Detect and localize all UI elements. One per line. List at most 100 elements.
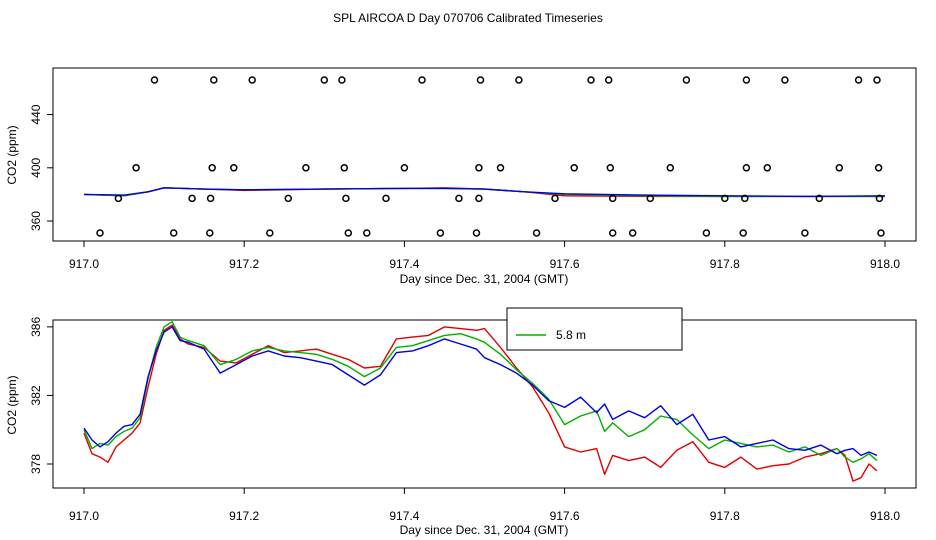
data-point [206,194,215,203]
data-point [266,229,274,237]
top-plot-area [83,76,886,237]
data-point [150,76,159,84]
x-tick-label: 917.0 [69,509,99,523]
data-point [132,164,140,172]
data-point [210,76,218,84]
data-point [604,76,613,84]
data-point [169,229,178,237]
top-plot-frame [52,67,917,242]
data-point [606,164,615,172]
series-line-red [83,324,878,482]
x-tick-label: 917.8 [710,509,740,523]
data-point [877,229,885,237]
bottom-panel: 917.0 917.2 917.4 917.6 917.8 918.0 378 382 386… [5,307,917,537]
y-tick-label: 400 [29,157,43,177]
data-point [741,194,749,203]
data-point [874,164,883,172]
data-point [815,194,824,203]
data-point [418,76,426,84]
x-tick-label: 917.2 [229,257,259,271]
y-tick-label: 440 [29,104,43,124]
x-tick-label: 917.2 [229,509,259,523]
x-tick-label: 917.4 [389,257,419,271]
data-point [455,194,463,203]
data-point [206,229,214,237]
data-point [96,229,104,237]
y-tick-label: 382 [29,385,43,405]
data-point [532,229,541,237]
data-point [646,194,655,203]
series-line-blue [83,187,886,198]
x-tick-label: 917.4 [389,509,419,523]
data-point [628,229,637,237]
bottom-y-axis-label: CO2 (ppm) [5,375,19,434]
top-y-axis: 360 400 440 [29,104,53,231]
y-tick-label: 386 [29,317,43,337]
data-point [344,229,353,237]
data-point [570,164,578,172]
data-point [666,164,675,172]
x-tick-label: 918.0 [870,257,900,271]
legend-box [506,307,683,351]
x-tick-label: 917.0 [69,257,99,271]
x-tick-label: 917.6 [550,257,580,271]
data-point [608,194,617,203]
data-point [400,164,409,172]
top-panel: 917.0 917.2 917.4 917.6 917.8 918.0 360 400 440… [5,67,917,286]
data-point [875,194,884,203]
data-point [763,164,772,172]
data-point [475,164,483,172]
data-point [230,164,238,172]
data-point [475,194,483,203]
top-x-axis: 917.0 917.2 917.4 917.6 917.8 918.0 [69,241,900,271]
top-y-axis-label: CO2 (ppm) [5,125,19,184]
data-point [472,229,481,237]
data-point [302,164,310,172]
data-point [188,194,196,203]
data-point [436,229,445,237]
data-point [608,229,617,237]
x-tick-label: 917.6 [550,509,580,523]
x-tick-label: 917.8 [710,257,740,271]
bottom-x-axis-label: Day since Dec. 31, 2004 (GMT) [400,523,569,537]
data-point [682,76,691,84]
data-point [340,164,349,172]
data-point [284,194,293,203]
data-point [476,76,485,84]
data-point [496,164,505,172]
x-tick-label: 918.0 [870,509,900,523]
bottom-y-axis: 378 382 386 [29,317,53,474]
series-line-blue [83,326,878,457]
data-point [835,164,844,172]
data-point [742,164,751,172]
data-point [248,76,256,84]
data-point [320,76,329,84]
data-point [208,164,216,172]
data-point [114,194,123,203]
data-point [873,76,881,84]
bottom-x-axis: 917.0 917.2 917.4 917.6 917.8 918.0 [69,488,900,523]
data-point [551,194,559,203]
bottom-plot-frame [52,319,917,489]
data-point [702,229,711,237]
data-point [338,76,346,84]
data-point [382,194,390,203]
data-point [742,76,751,84]
data-point [342,194,350,203]
top-x-axis-label: Day since Dec. 31, 2004 (GMT) [400,272,569,286]
data-point [801,229,809,237]
legend-label: 5.8 m [556,328,586,342]
bottom-plot-area [83,321,878,482]
series-line-green [83,321,878,463]
data-point [781,76,789,84]
y-tick-label: 378 [29,454,43,474]
y-tick-label: 360 [29,211,43,231]
data-point [721,194,729,203]
data-point [363,229,371,237]
data-point [587,76,595,84]
data-point [854,76,863,84]
data-point [515,76,523,84]
chart-title: SPL AIRCOA D Day 070706 Calibrated Times… [333,11,603,25]
data-point [739,229,747,237]
